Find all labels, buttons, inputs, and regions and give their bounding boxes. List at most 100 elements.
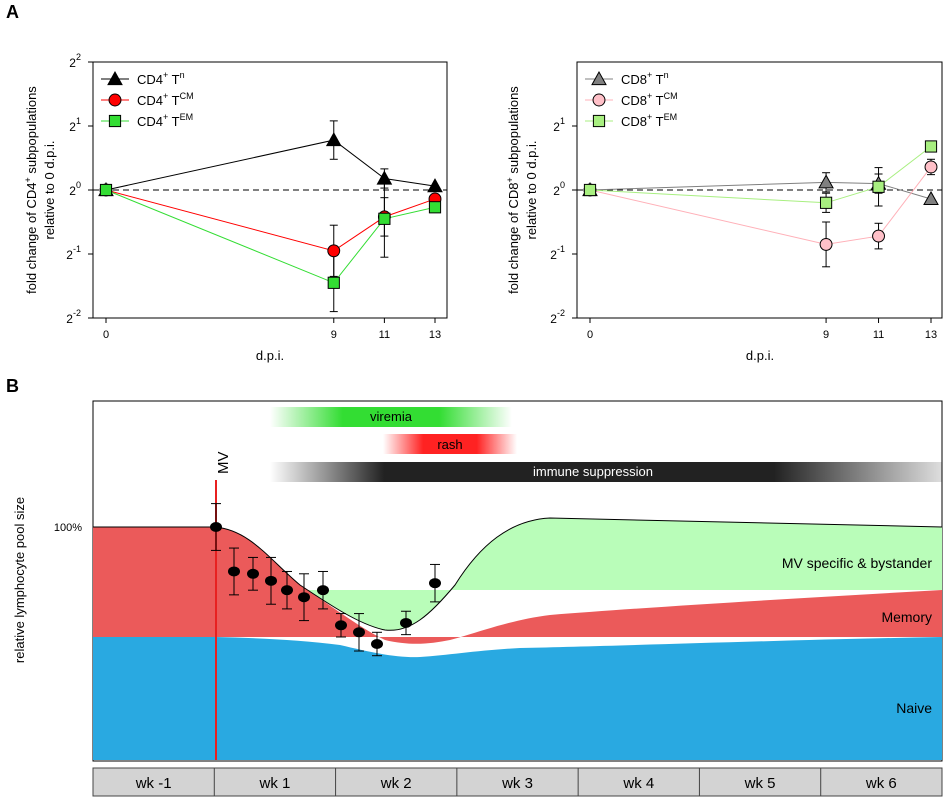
series-line-cm xyxy=(589,166,932,245)
legend-label: CD8+ Tn xyxy=(621,70,669,87)
cd8-y-axis-label: fold change of CD8+ subpopulations xyxy=(505,86,521,294)
label-naive: Naive xyxy=(896,700,932,716)
legend-marker xyxy=(107,70,123,86)
data-point-n xyxy=(427,178,443,193)
immune-suppression-label: immune suppression xyxy=(533,464,653,479)
y-tick-label: 2-2 xyxy=(550,308,565,326)
legend-marker xyxy=(108,93,122,107)
series-line-n xyxy=(589,181,932,200)
series-line-em xyxy=(589,146,932,204)
cd8-x-axis: 0 9 11 13 xyxy=(587,318,937,341)
total-pool-line xyxy=(93,517,943,631)
area-naive xyxy=(93,637,942,760)
data-point-cm xyxy=(872,229,885,243)
rash-label: rash xyxy=(437,437,462,452)
week-label: wk 6 xyxy=(865,775,897,792)
viremia-label: viremia xyxy=(370,409,413,424)
cd4-y-axis-label: fold change of CD4+ subpopulations xyxy=(23,86,39,294)
data-point-em xyxy=(99,183,113,197)
data-point-n xyxy=(325,132,342,147)
week-label: wk 4 xyxy=(622,775,654,792)
x-tick-label: 9 xyxy=(823,329,829,341)
week-label: wk 2 xyxy=(380,775,412,792)
y-tick-label: 21 xyxy=(553,116,565,134)
label-mv-specific-bystander: MV specific & bystander xyxy=(782,555,933,571)
label-memory: Memory xyxy=(881,609,932,625)
pool-data-point xyxy=(353,627,365,638)
data-point-cm xyxy=(924,160,938,174)
x-tick-label: 11 xyxy=(379,329,390,341)
series-line-em xyxy=(105,189,436,284)
data-point-em xyxy=(327,276,340,289)
x-tick-label: 13 xyxy=(429,329,441,341)
area-memory xyxy=(93,527,942,644)
y-tick-label: 2-1 xyxy=(550,244,565,262)
week-label: wk 3 xyxy=(501,775,533,792)
week-label: wk 5 xyxy=(744,775,776,792)
pool-y-axis-label: relative lymphocyte pool size xyxy=(12,497,27,663)
legend-label: CD8+ TCM xyxy=(621,91,678,108)
area-mv-specific-bystander xyxy=(93,518,942,631)
legend-label: CD8+ TEM xyxy=(621,112,677,129)
rash-bar xyxy=(383,434,517,454)
data-point-em xyxy=(428,201,442,214)
data-point-n xyxy=(923,190,939,206)
data-point-n xyxy=(818,174,834,189)
pool-data-point xyxy=(210,522,222,532)
cd4-y-axis: 22 21 20 2-1 2-2 xyxy=(66,52,93,326)
pool-data-point xyxy=(281,585,293,596)
cd8-chart: 21 20 2-1 2-2 0 9 11 13 CD8+ Tn CD8+ TCM CD8+ TE… xyxy=(505,61,943,363)
pool-data-point xyxy=(400,617,412,628)
legend-label: CD4+ TCM xyxy=(137,91,194,108)
series-line-cm xyxy=(105,189,436,252)
cd8-series xyxy=(582,140,939,268)
data-point-cm xyxy=(819,237,833,251)
cd8-y-axis: 21 20 2-1 2-2 xyxy=(550,116,577,326)
legend-label: CD4+ TEM xyxy=(137,112,193,129)
cd4-x-axis: 0 9 11 13 xyxy=(103,318,441,341)
x-tick-label: 13 xyxy=(925,329,937,341)
pool-data-point xyxy=(429,578,441,589)
data-point-em xyxy=(378,212,391,225)
panel-a-label: A xyxy=(6,2,19,22)
week-label: wk -1 xyxy=(135,775,172,792)
y-tick-label: 21 xyxy=(69,116,81,134)
week-labels: wk -1 wk 1 wk 2 wk 3 wk 4 wk 5 wk 6 xyxy=(135,768,897,796)
data-point-cm xyxy=(327,244,341,258)
lymphocyte-pool-chart: viremia rash immune suppression MV MV sp… xyxy=(12,400,943,797)
pool-data-point xyxy=(335,620,347,631)
x-tick-label: 9 xyxy=(331,329,337,341)
y-tick-label: 20 xyxy=(69,180,81,198)
series-line-n xyxy=(105,139,436,191)
legend-marker xyxy=(108,114,122,128)
legend-label: CD4+ Tn xyxy=(137,70,185,87)
y-tick-label: 2-1 xyxy=(66,244,81,262)
legend-marker xyxy=(592,93,606,107)
week-axis xyxy=(92,767,943,797)
pool-data-point xyxy=(228,566,240,577)
legend-marker xyxy=(592,114,606,128)
data-point-n xyxy=(376,170,393,185)
y-tick-label: 20 xyxy=(553,180,565,198)
data-point-em xyxy=(819,196,833,209)
x-tick-label: 0 xyxy=(103,329,109,341)
cd8-y-axis-label-2: relative to 0 d.p.i. xyxy=(524,141,539,240)
cd4-series xyxy=(98,120,443,313)
y-tick-label: 2-2 xyxy=(66,308,81,326)
y-tick-100: 100% xyxy=(54,522,82,534)
week-label: wk 1 xyxy=(259,775,291,792)
data-point-em xyxy=(924,140,938,153)
x-tick-label: 0 xyxy=(587,329,593,341)
cd4-legend: CD4+ Tn CD4+ TCM CD4+ TEM xyxy=(101,70,194,129)
pool-points xyxy=(210,503,441,657)
cd8-legend: CD8+ Tn CD8+ TCM CD8+ TEM xyxy=(585,70,678,129)
viremia-bar xyxy=(270,407,512,427)
pool-data-point xyxy=(317,585,329,596)
immune-suppression-bar xyxy=(270,462,942,482)
x-tick-label: 11 xyxy=(873,329,884,341)
data-point-em xyxy=(583,183,597,197)
infection-label: MV xyxy=(215,452,232,475)
pool-data-point xyxy=(371,639,383,649)
